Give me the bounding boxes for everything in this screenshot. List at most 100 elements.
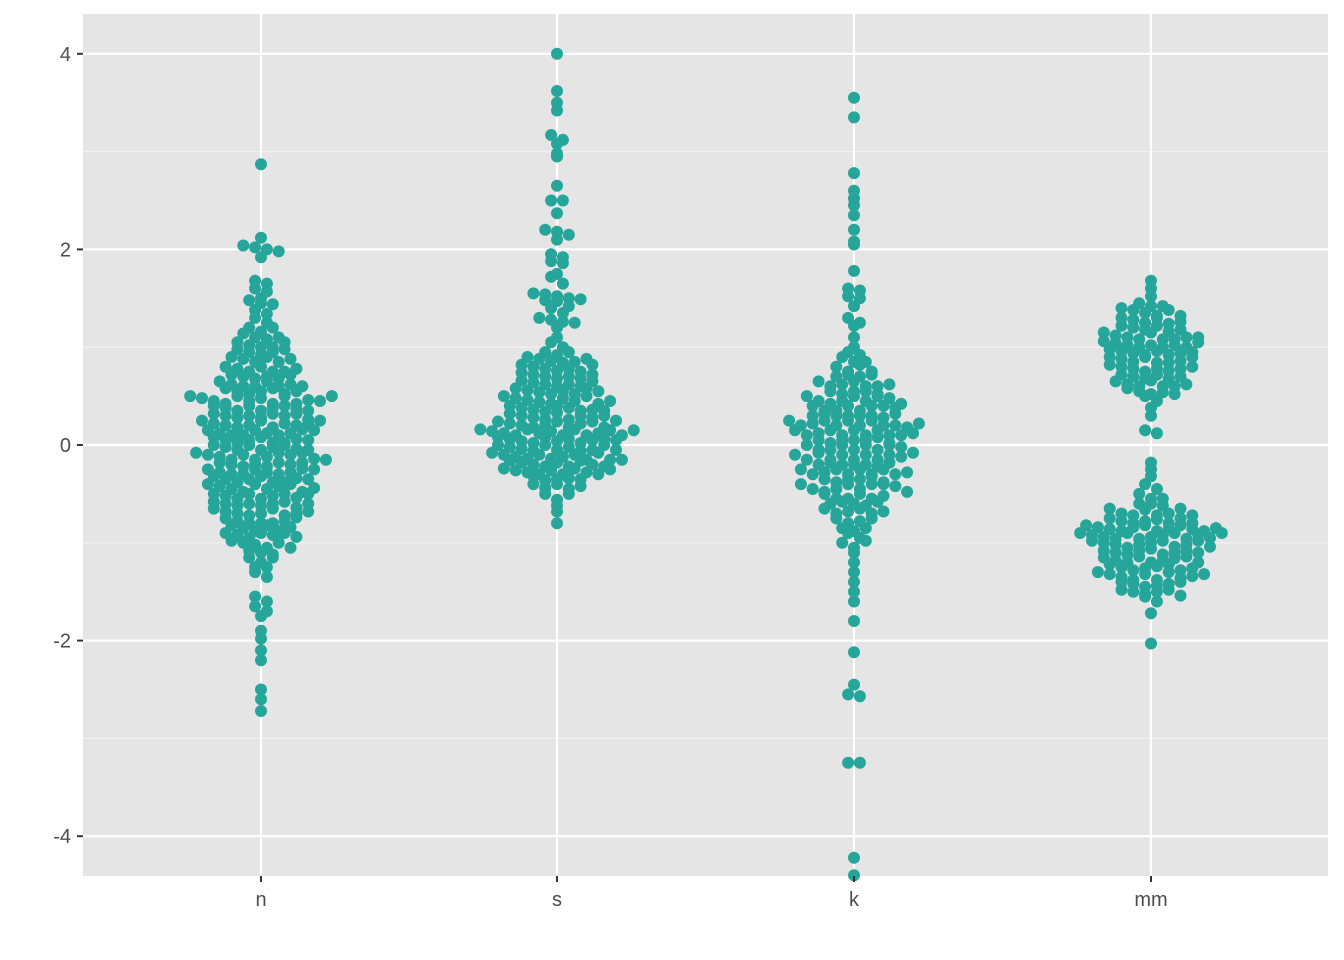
point-k: [848, 390, 860, 403]
point-n: [249, 590, 262, 603]
point-n: [249, 478, 262, 491]
point-k: [812, 375, 825, 388]
point-n: [243, 399, 256, 412]
point-n: [308, 452, 321, 465]
point-n: [260, 351, 273, 363]
point-k: [848, 434, 860, 447]
point-n: [201, 448, 214, 461]
point-s: [592, 446, 605, 459]
point-k: [853, 463, 866, 476]
point-n: [272, 536, 285, 549]
point-mm: [1121, 527, 1134, 539]
point-k: [818, 487, 831, 500]
point-s: [551, 179, 563, 192]
point-s: [592, 468, 605, 481]
point-n: [243, 551, 256, 564]
point-mm: [1127, 585, 1140, 598]
point-k: [877, 399, 890, 412]
point-k: [836, 448, 849, 461]
point-s: [610, 443, 622, 456]
point-k: [848, 566, 860, 579]
point-mm: [1192, 534, 1205, 547]
point-k: [806, 417, 819, 430]
point-s: [627, 424, 640, 437]
point-n: [278, 343, 291, 356]
point-mm: [1139, 351, 1152, 363]
point-s: [551, 517, 563, 530]
point-mm: [1174, 575, 1187, 588]
point-k: [836, 495, 849, 508]
point-k: [895, 450, 908, 463]
point-n: [225, 534, 238, 547]
point-s: [551, 85, 563, 97]
point-mm: [1074, 527, 1087, 539]
point-k: [865, 478, 878, 491]
point-n: [255, 527, 267, 539]
point-mm: [1150, 345, 1163, 358]
point-s: [515, 409, 528, 422]
point-s: [527, 411, 540, 424]
point-k: [842, 505, 855, 518]
point-k: [818, 473, 831, 486]
point-k: [848, 91, 860, 104]
point-n: [266, 382, 279, 395]
point-mm: [1115, 515, 1128, 528]
point-k: [842, 290, 855, 303]
point-n: [302, 473, 315, 486]
point-n: [278, 417, 291, 430]
point-n: [296, 462, 309, 475]
point-mm: [1145, 542, 1157, 555]
point-k: [859, 534, 872, 547]
point-k: [789, 448, 801, 461]
point-n: [207, 439, 220, 451]
point-n: [272, 355, 285, 368]
point-s: [527, 287, 540, 300]
point-n: [284, 368, 297, 381]
point-k: [806, 399, 819, 412]
point-mm: [1121, 382, 1134, 395]
point-k: [848, 615, 860, 627]
point-k: [889, 407, 902, 420]
point-n: [278, 527, 291, 539]
point-mm: [1215, 527, 1228, 539]
point-s: [604, 395, 617, 407]
point-s: [568, 316, 581, 329]
point-mm: [1139, 519, 1152, 532]
point-n: [243, 294, 256, 307]
point-k: [848, 319, 860, 332]
point-n: [290, 407, 303, 420]
point-mm: [1145, 374, 1157, 387]
point-k: [848, 238, 860, 251]
point-k: [836, 536, 849, 549]
point-n: [249, 311, 262, 324]
point-k: [824, 385, 837, 398]
point-mm: [1156, 534, 1169, 547]
point-k: [889, 419, 902, 432]
point-k: [901, 466, 914, 479]
point-mm: [1139, 568, 1152, 581]
point-k: [812, 446, 825, 459]
point-s: [551, 435, 563, 448]
point-s: [580, 390, 593, 403]
point-k: [848, 209, 860, 222]
point-k: [818, 414, 831, 427]
point-s: [539, 223, 552, 236]
point-k: [865, 368, 878, 381]
point-s: [545, 464, 558, 477]
point-k: [794, 478, 807, 491]
point-n: [302, 505, 315, 518]
point-s: [610, 434, 622, 447]
point-s: [574, 293, 587, 306]
point-k: [848, 443, 860, 456]
point-mm: [1162, 566, 1175, 579]
point-s: [545, 129, 558, 141]
point-n: [255, 251, 267, 264]
point-n: [255, 414, 267, 427]
point-mm: [1115, 561, 1128, 574]
point-n: [290, 491, 303, 504]
point-mm: [1139, 424, 1152, 437]
point-n: [237, 239, 250, 252]
point-n: [290, 433, 303, 446]
point-k: [848, 595, 860, 608]
point-k: [842, 478, 855, 491]
